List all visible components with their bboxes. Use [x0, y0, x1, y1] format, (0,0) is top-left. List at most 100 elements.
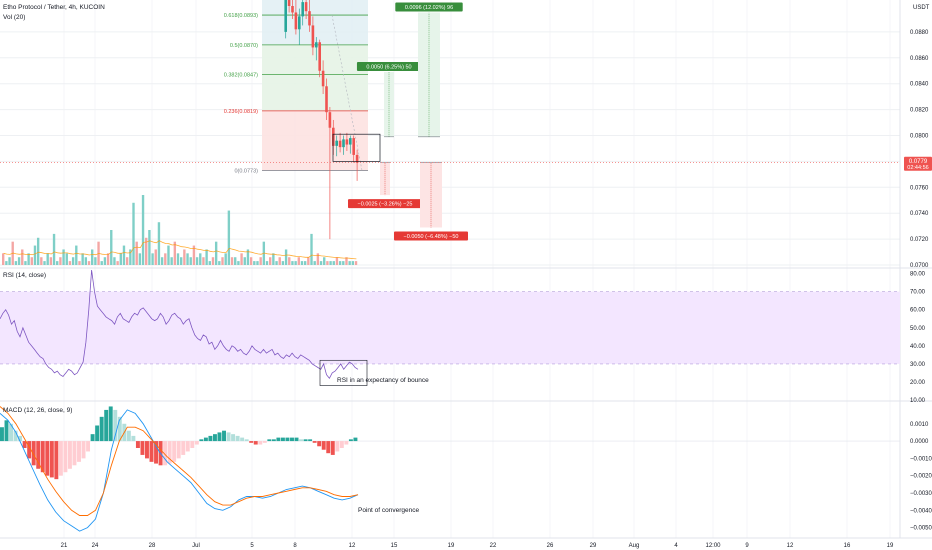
volume-bar	[157, 222, 161, 265]
volume-bar	[170, 257, 173, 265]
volume-legend[interactable]: Vol (20)	[3, 14, 25, 21]
volume-bar	[113, 257, 116, 265]
price-scale[interactable]: 0.08800.08600.08400.08200.08000.07800.07…	[0, 30, 932, 269]
volume-bar	[249, 257, 253, 265]
rsi-tick-label: 80.00	[910, 272, 926, 278]
candle-body	[325, 86, 328, 113]
volume-bar	[94, 257, 97, 265]
volume-bar	[221, 257, 224, 265]
macd-pane[interactable]: 0.0010 0.0000 −0.0010 −0.0020 −0.0030 −0.0040…	[0, 406, 932, 532]
time-axis[interactable]: 21 24 28 Jul 5 8 12 15 19 22 26 29 Aug 4 12:00 9 12 16 19	[0, 537, 932, 549]
volume-bar	[91, 249, 94, 265]
volume-bar	[151, 253, 154, 265]
volume-bar	[46, 253, 49, 265]
volume-bar	[195, 257, 199, 265]
volume-bar	[307, 257, 310, 265]
macd-histogram-bar	[108, 406, 113, 442]
candle-body	[345, 139, 349, 145]
rsi-tick-label: 50.00	[910, 326, 926, 332]
macd-histogram-bar	[149, 441, 154, 462]
volume-bar	[154, 249, 157, 265]
volume-bar	[189, 257, 192, 265]
time-tick-label: 15	[391, 543, 398, 549]
time-tick-label: 22	[490, 543, 497, 549]
macd-histogram-bar	[0, 427, 4, 442]
macd-histogram-bar	[104, 409, 109, 442]
macd-histogram-bar	[348, 439, 353, 442]
fib-retracement[interactable]: 0.618(0.0893) 0.5(0.0870) 0.382(0.0847) 0.2…	[224, 0, 368, 174]
volume-bar	[348, 261, 351, 265]
macd-histogram-bar	[185, 441, 190, 452]
volume-bar	[65, 253, 68, 265]
volume-bar	[2, 253, 5, 265]
fib-zone	[262, 0, 368, 16]
volume-bar	[148, 230, 151, 265]
volume-bar	[59, 257, 62, 265]
price-tick-label: 0.0860	[910, 56, 929, 62]
macd-tick-label: 0.0000	[910, 439, 929, 445]
macd-histogram-bar	[244, 439, 249, 442]
macd-histogram-bar	[226, 432, 231, 442]
macd-histogram-bar	[262, 441, 267, 443]
volume-bar	[259, 257, 262, 265]
short-position-1-label: −0.0025 (−3.26%) −25	[358, 202, 413, 208]
volume-bar	[265, 261, 269, 265]
macd-histogram-bar	[294, 437, 299, 442]
macd-histogram-bar	[67, 441, 72, 469]
volume-bar	[116, 261, 119, 265]
time-tick-label: 21	[61, 543, 68, 549]
candle-body	[291, 6, 294, 13]
volume-bar	[269, 257, 272, 265]
fib-level-label: 0.382(0.0847)	[224, 73, 258, 79]
rsi-tick-label: 70.00	[910, 290, 926, 296]
rsi-pane[interactable]: 80.00 70.00 60.00 50.00 40.00 30.00 20.00 10.00	[0, 269, 926, 404]
volume-bar	[129, 249, 132, 265]
macd-histogram-bar	[113, 409, 118, 442]
macd-histogram-bar	[90, 434, 95, 442]
macd-histogram-bar	[339, 441, 344, 448]
volume-bar	[237, 261, 240, 265]
volume-bar	[211, 257, 215, 265]
volume-bar	[43, 261, 46, 265]
volume-bar	[332, 261, 335, 265]
volume-bar	[323, 257, 326, 265]
macd-histogram-bar	[330, 441, 335, 455]
macd-histogram-bar	[194, 441, 199, 445]
position-tools[interactable]: 0.0050 (6.25%) 50 0.0096 (12.02%) 96 −0.00…	[348, 2, 468, 241]
macd-histogram-bar	[253, 441, 258, 445]
volume-bar	[27, 253, 30, 265]
symbol-title[interactable]: Etho Protocol / Tether, 4h, KUCOIN	[3, 4, 105, 11]
candle-body	[352, 138, 355, 155]
volume-bar	[145, 237, 148, 265]
macd-histogram-bar	[95, 425, 100, 442]
currency-label: USDT	[913, 5, 930, 11]
volume-bar	[230, 257, 234, 265]
candle-body	[342, 139, 345, 148]
macd-histogram-bar	[81, 441, 86, 459]
consolidation-box	[332, 133, 381, 162]
volume-bar	[132, 202, 135, 265]
rsi-legend[interactable]: RSI (14, close)	[3, 272, 46, 279]
volume-bar	[173, 241, 177, 265]
volume-bar	[40, 257, 43, 265]
time-tick-label: Jul	[192, 543, 200, 549]
volume-bar	[21, 249, 24, 265]
volume-bar	[180, 257, 183, 265]
price-candles[interactable]	[284, 0, 381, 240]
candle-body	[355, 154, 359, 163]
macd-histogram-bar	[126, 430, 131, 442]
volume-bar	[119, 253, 122, 265]
volume-bar	[275, 261, 278, 265]
candle-body	[298, 16, 301, 30]
macd-histogram-bar	[18, 435, 23, 442]
rsi-band	[0, 291, 900, 364]
macd-legend[interactable]: MACD (12, 26, close, 9)	[3, 407, 72, 414]
macd-histogram-bar	[303, 439, 308, 442]
volume-bar	[218, 261, 221, 265]
volume-bar	[36, 237, 40, 265]
time-tick-label: 19	[887, 543, 894, 549]
price-countdown: 02:44:56	[907, 165, 928, 171]
macd-histogram-bar	[308, 439, 313, 442]
candle-body	[301, 2, 304, 17]
